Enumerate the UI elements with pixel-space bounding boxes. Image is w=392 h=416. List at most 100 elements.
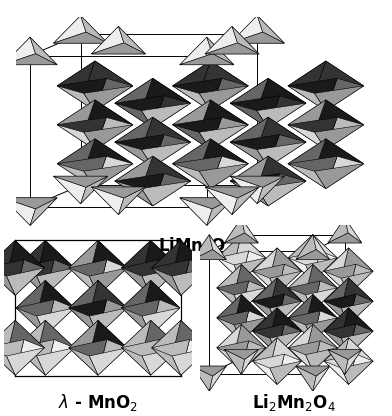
Polygon shape xyxy=(69,268,98,295)
Polygon shape xyxy=(328,349,362,374)
Polygon shape xyxy=(345,349,362,374)
Polygon shape xyxy=(91,187,145,198)
Polygon shape xyxy=(324,361,348,384)
Polygon shape xyxy=(0,260,24,295)
Polygon shape xyxy=(289,311,320,341)
Polygon shape xyxy=(16,339,54,375)
Polygon shape xyxy=(230,135,279,167)
Polygon shape xyxy=(192,366,213,391)
Polygon shape xyxy=(270,331,301,354)
Polygon shape xyxy=(115,117,153,150)
Polygon shape xyxy=(151,260,180,295)
Polygon shape xyxy=(234,235,266,265)
Polygon shape xyxy=(252,324,285,354)
Polygon shape xyxy=(224,349,258,374)
Polygon shape xyxy=(98,339,127,375)
Polygon shape xyxy=(313,311,337,341)
Polygon shape xyxy=(207,198,234,225)
Polygon shape xyxy=(241,324,266,348)
Polygon shape xyxy=(277,278,301,301)
Text: $\lambda$ - MnO$_2$: $\lambda$ - MnO$_2$ xyxy=(58,392,138,413)
Polygon shape xyxy=(326,61,364,86)
Polygon shape xyxy=(230,117,279,142)
Polygon shape xyxy=(115,142,153,167)
Polygon shape xyxy=(192,235,226,260)
Polygon shape xyxy=(217,251,249,281)
Polygon shape xyxy=(289,295,320,318)
Polygon shape xyxy=(257,176,284,204)
Polygon shape xyxy=(16,348,45,375)
Polygon shape xyxy=(314,86,364,111)
Polygon shape xyxy=(326,139,364,164)
Polygon shape xyxy=(217,265,241,295)
Polygon shape xyxy=(270,248,301,278)
Polygon shape xyxy=(181,320,210,348)
Polygon shape xyxy=(45,300,74,335)
Polygon shape xyxy=(153,117,191,142)
Polygon shape xyxy=(234,295,266,325)
Polygon shape xyxy=(54,176,108,204)
Polygon shape xyxy=(241,349,258,374)
Polygon shape xyxy=(172,78,222,111)
Polygon shape xyxy=(217,324,249,348)
Polygon shape xyxy=(69,280,107,308)
Polygon shape xyxy=(91,26,145,54)
Polygon shape xyxy=(69,240,107,268)
Polygon shape xyxy=(209,235,226,260)
Polygon shape xyxy=(252,271,277,295)
Polygon shape xyxy=(69,348,98,375)
Polygon shape xyxy=(57,100,95,132)
Polygon shape xyxy=(180,37,212,65)
Polygon shape xyxy=(122,260,160,295)
Polygon shape xyxy=(180,198,234,209)
Polygon shape xyxy=(313,235,337,258)
Polygon shape xyxy=(205,187,259,198)
Polygon shape xyxy=(151,320,180,348)
Polygon shape xyxy=(289,265,313,295)
Polygon shape xyxy=(288,117,337,150)
Polygon shape xyxy=(217,295,249,318)
Polygon shape xyxy=(289,324,320,348)
Polygon shape xyxy=(288,78,337,111)
Polygon shape xyxy=(270,338,301,368)
Polygon shape xyxy=(313,295,337,318)
Polygon shape xyxy=(230,78,279,103)
Polygon shape xyxy=(324,338,348,368)
Polygon shape xyxy=(192,235,213,260)
Polygon shape xyxy=(172,320,210,356)
Polygon shape xyxy=(230,103,268,128)
Polygon shape xyxy=(305,295,337,325)
Polygon shape xyxy=(252,264,285,295)
Polygon shape xyxy=(252,278,277,308)
Polygon shape xyxy=(341,248,373,278)
Polygon shape xyxy=(6,320,44,356)
Polygon shape xyxy=(91,43,145,54)
Polygon shape xyxy=(3,198,57,209)
Polygon shape xyxy=(199,125,248,150)
Polygon shape xyxy=(95,78,133,111)
Polygon shape xyxy=(234,348,266,371)
Polygon shape xyxy=(324,278,348,308)
Polygon shape xyxy=(326,156,364,188)
Polygon shape xyxy=(224,349,258,359)
Polygon shape xyxy=(16,240,45,276)
Polygon shape xyxy=(153,78,191,103)
Polygon shape xyxy=(230,32,284,43)
Polygon shape xyxy=(16,268,45,295)
Polygon shape xyxy=(296,235,316,260)
Polygon shape xyxy=(142,320,180,356)
Polygon shape xyxy=(0,240,24,268)
Polygon shape xyxy=(142,117,191,150)
Polygon shape xyxy=(241,281,266,311)
Polygon shape xyxy=(341,308,373,338)
Polygon shape xyxy=(181,240,210,268)
Polygon shape xyxy=(241,295,266,318)
Polygon shape xyxy=(230,173,279,206)
Polygon shape xyxy=(241,235,266,258)
Polygon shape xyxy=(142,156,191,188)
Polygon shape xyxy=(328,218,348,243)
Polygon shape xyxy=(54,15,86,43)
Polygon shape xyxy=(252,354,285,384)
Polygon shape xyxy=(305,258,337,281)
Polygon shape xyxy=(252,248,277,278)
